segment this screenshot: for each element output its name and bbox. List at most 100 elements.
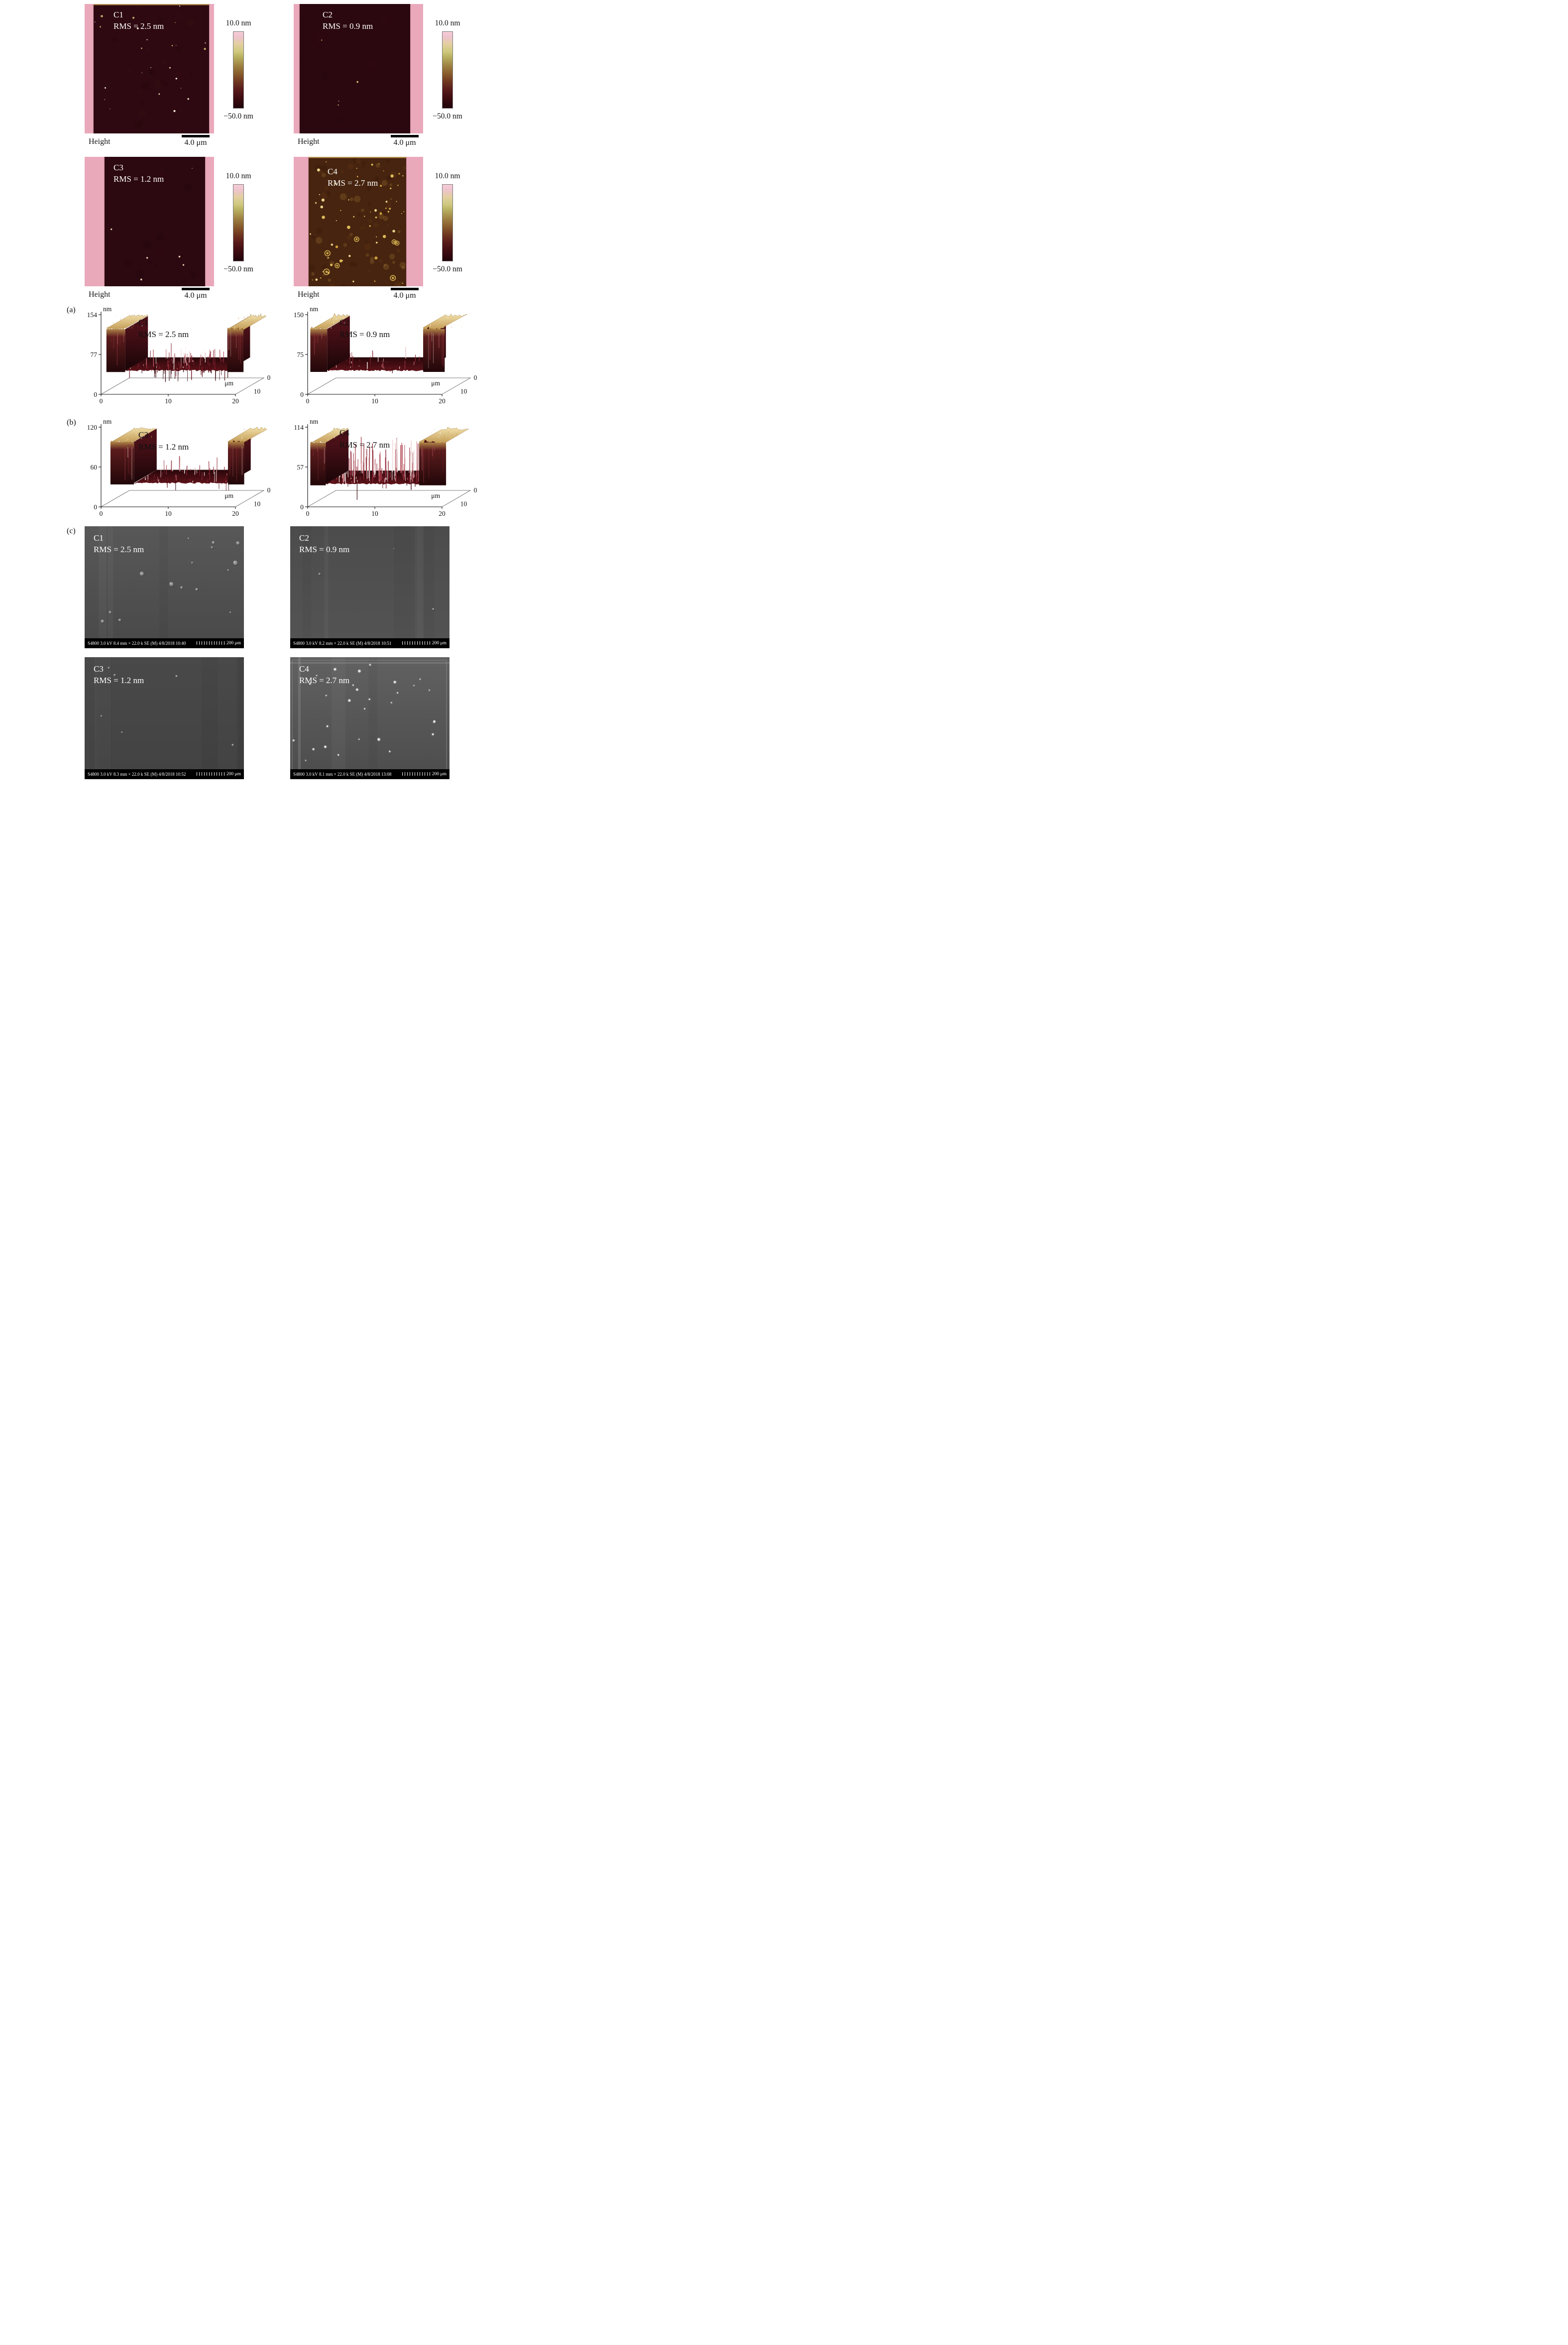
sem-metadata: S4800 3.0 kV 8.2 mm × 22.0 k SE (M) 4/8/…: [293, 641, 392, 646]
svg-text:20: 20: [232, 397, 239, 405]
sem-annotation-c3: C3 RMS = 1.2 nm: [94, 663, 144, 686]
svg-text:0: 0: [267, 374, 271, 381]
plot-annotation-c1: C1 RMS = 2.5 nm: [138, 317, 189, 341]
afm-height-image-c3: [85, 157, 214, 286]
afm-footer-c4: Height 4.0 μm: [294, 286, 423, 301]
sem-scale-label: 200 μm: [226, 641, 241, 646]
svg-text:0: 0: [306, 397, 310, 405]
svg-text:10: 10: [371, 510, 378, 517]
svg-text:nm: nm: [310, 305, 319, 313]
svg-text:μm: μm: [224, 492, 233, 499]
rms-value-label: RMS = 1.2 nm: [94, 676, 144, 685]
sem-image-c3: [85, 657, 244, 769]
sem-annotation-c1: C1 RMS = 2.5 nm: [94, 532, 144, 555]
sample-id-label: C2: [339, 318, 349, 327]
afm-footer-c3: Height 4.0 μm: [85, 286, 214, 301]
sem-scale-label: 200 μm: [432, 641, 447, 646]
colorbar-gradient: [233, 31, 244, 109]
svg-text:μm: μm: [431, 492, 440, 499]
colorbar-gradient: [233, 184, 244, 261]
sem-metadata: S4800 3.0 kV 8.4 mm × 22.0 k SE (M) 4/8/…: [88, 641, 186, 646]
svg-text:10: 10: [254, 388, 261, 395]
channel-label: Height: [89, 137, 111, 146]
plot-annotation-c2: C2 RMS = 0.9 nm: [339, 317, 390, 341]
sample-id-label: C4: [339, 428, 349, 438]
rms-value-label: RMS = 2.7 nm: [339, 440, 390, 450]
afm-panel-c3: C3 RMS = 1.2 nm 10.0 nm −50.0 nm Height …: [85, 157, 264, 302]
profile-3d-surface-c3: 0 60 120 nm 0 10 20 0 10 μm: [87, 418, 271, 517]
scale-bar-label: 4.0 μm: [393, 291, 416, 300]
sem-metadata: S4800 3.0 kV 8.3 mm × 22.0 k SE (M) 4/8/…: [88, 772, 186, 777]
sem-image-c1: [85, 526, 244, 638]
svg-text:10: 10: [371, 397, 378, 405]
sem-scale-ticks: [402, 772, 430, 776]
channel-label: Height: [298, 290, 320, 299]
rms-value-label: RMS = 2.5 nm: [113, 21, 164, 31]
svg-text:nm: nm: [103, 418, 112, 425]
rms-value-label: RMS = 0.9 nm: [323, 21, 373, 31]
profile-plot-c3: 0 60 120 nm 0 10 20 0 10 μm C3 RMS = 1.2 nm: [65, 417, 279, 522]
afm-colorbar-c2: 10.0 nm −50.0 nm: [425, 19, 470, 121]
profile-plot-c4: 0 57 114 nm 0 10 20 0 10 μm C4 RMS = 2.7 nm: [271, 417, 485, 522]
afm-height-image-c4: [294, 157, 423, 286]
afm-panel-c4: C4 RMS = 2.7 nm 10.0 nm −50.0 nm Height …: [294, 157, 473, 302]
afm-annotation-c3: C3 RMS = 1.2 nm: [113, 162, 164, 185]
sem-annotation-c4: C4 RMS = 2.7 nm: [299, 663, 349, 686]
sem-info-bar-c3: S4800 3.0 kV 8.3 mm × 22.0 k SE (M) 4/8/…: [85, 769, 244, 779]
svg-text:0: 0: [300, 503, 304, 511]
afm-annotation-c2: C2 RMS = 0.9 nm: [323, 9, 373, 32]
svg-text:20: 20: [232, 510, 239, 517]
colorbar-max-label: 10.0 nm: [435, 19, 460, 27]
svg-text:10: 10: [460, 500, 467, 508]
svg-text:nm: nm: [310, 418, 319, 425]
colorbar-min-label: −50.0 nm: [224, 265, 253, 273]
afm-panel-c1: C1 RMS = 2.5 nm 10.0 nm −50.0 nm Height …: [85, 4, 264, 149]
sem-scale-ticks: [196, 641, 224, 645]
rms-value-label: RMS = 2.5 nm: [138, 330, 189, 339]
svg-text:nm: nm: [103, 305, 112, 313]
svg-text:10: 10: [254, 500, 261, 508]
svg-text:0: 0: [306, 510, 310, 517]
svg-text:0: 0: [100, 397, 103, 405]
afm-annotation-c1: C1 RMS = 2.5 nm: [113, 9, 164, 32]
plot-annotation-c3: C3 RMS = 1.2 nm: [138, 429, 189, 453]
svg-text:0: 0: [300, 391, 304, 398]
svg-text:150: 150: [294, 311, 304, 319]
sample-id-label: C3: [94, 664, 104, 674]
sem-info-bar-c4: S4800 3.0 kV 8.1 mm × 22.0 k SE (M) 4/8/…: [290, 769, 449, 779]
svg-text:μm: μm: [224, 379, 233, 387]
sem-metadata: S4800 3.0 kV 8.1 mm × 22.0 k SE (M) 4/8/…: [293, 772, 392, 777]
sample-id-label: C2: [323, 10, 333, 19]
sem-panel-c1: C1 RMS = 2.5 nm S4800 3.0 kV 8.4 mm × 22…: [85, 526, 244, 648]
afm-height-image-c2: [294, 4, 423, 133]
afm-colorbar-c3: 10.0 nm −50.0 nm: [216, 172, 261, 274]
colorbar-max-label: 10.0 nm: [225, 172, 251, 180]
colorbar-gradient: [442, 184, 453, 261]
scale-bar: [182, 288, 210, 290]
svg-text:75: 75: [297, 351, 304, 358]
afm-panel-c2: C2 RMS = 0.9 nm 10.0 nm −50.0 nm Height …: [294, 4, 473, 149]
sem-annotation-c2: C2 RMS = 0.9 nm: [299, 532, 349, 555]
sample-id-label: C2: [299, 533, 309, 543]
svg-text:0: 0: [94, 391, 97, 398]
profile-3d-surface-c1: 0 77 154 nm 0 10 20 0 10 μm: [87, 305, 271, 405]
rms-value-label: RMS = 1.2 nm: [138, 442, 189, 452]
sample-id-label: C3: [138, 430, 148, 440]
svg-text:77: 77: [91, 351, 98, 358]
scale-bar: [182, 135, 210, 137]
sem-panel-c4: C4 RMS = 2.7 nm S4800 3.0 kV 8.1 mm × 22…: [290, 657, 449, 779]
sem-scale-label: 200 μm: [432, 772, 447, 777]
rms-value-label: RMS = 1.2 nm: [113, 174, 164, 184]
profile-plot-c2: 0 75 150 nm 0 10 20 0 10 μm C2 RMS = 0.9 nm: [271, 305, 485, 409]
profile-plot-c1: 0 77 154 nm 0 10 20 0 10 μm C1 RMS = 2.5 nm: [65, 305, 279, 409]
sem-panel-c3: C3 RMS = 1.2 nm S4800 3.0 kV 8.3 mm × 22…: [85, 657, 244, 779]
figure-page: C1 RMS = 2.5 nm 10.0 nm −50.0 nm Height …: [0, 0, 523, 782]
afm-footer-c1: Height 4.0 μm: [85, 133, 214, 148]
afm-annotation-c4: C4 RMS = 2.7 nm: [328, 166, 378, 189]
svg-text:μm: μm: [431, 379, 440, 387]
rms-value-label: RMS = 2.5 nm: [94, 545, 144, 554]
colorbar-min-label: −50.0 nm: [224, 112, 253, 120]
sample-id-label: C1: [113, 10, 123, 19]
rms-value-label: RMS = 2.7 nm: [299, 676, 350, 685]
sem-scale-label: 200 μm: [226, 772, 241, 777]
